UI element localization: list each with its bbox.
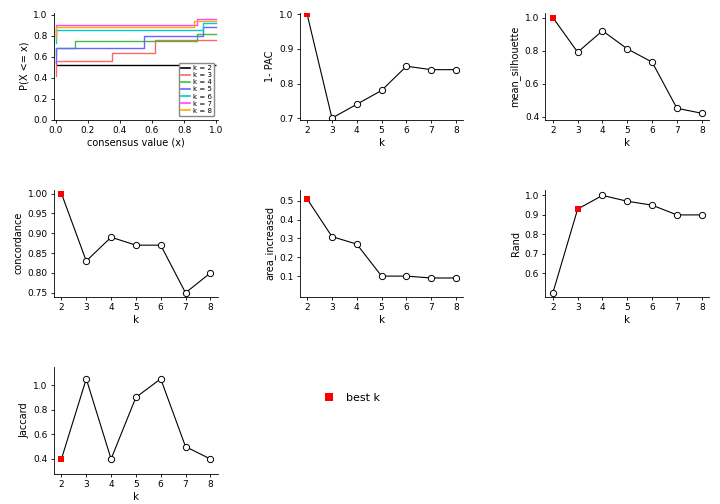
Y-axis label: mean_silhouette: mean_silhouette bbox=[510, 26, 521, 107]
X-axis label: k: k bbox=[132, 492, 139, 502]
X-axis label: k: k bbox=[379, 138, 384, 148]
X-axis label: k: k bbox=[624, 315, 631, 325]
X-axis label: consensus value (x): consensus value (x) bbox=[87, 138, 185, 148]
Legend: best k: best k bbox=[313, 388, 384, 407]
Y-axis label: concordance: concordance bbox=[14, 212, 24, 274]
Legend: k = 2, k = 3, k = 4, k = 5, k = 6, k = 7, k = 8: k = 2, k = 3, k = 4, k = 5, k = 6, k = 7… bbox=[179, 62, 215, 116]
X-axis label: k: k bbox=[624, 138, 631, 148]
Y-axis label: Rand: Rand bbox=[510, 231, 521, 256]
Y-axis label: 1- PAC: 1- PAC bbox=[265, 50, 275, 82]
Y-axis label: Jaccard: Jaccard bbox=[19, 402, 30, 438]
X-axis label: k: k bbox=[132, 315, 139, 325]
Y-axis label: P(X <= x): P(X <= x) bbox=[19, 42, 30, 91]
Y-axis label: area_increased: area_increased bbox=[264, 206, 275, 280]
X-axis label: k: k bbox=[379, 315, 384, 325]
